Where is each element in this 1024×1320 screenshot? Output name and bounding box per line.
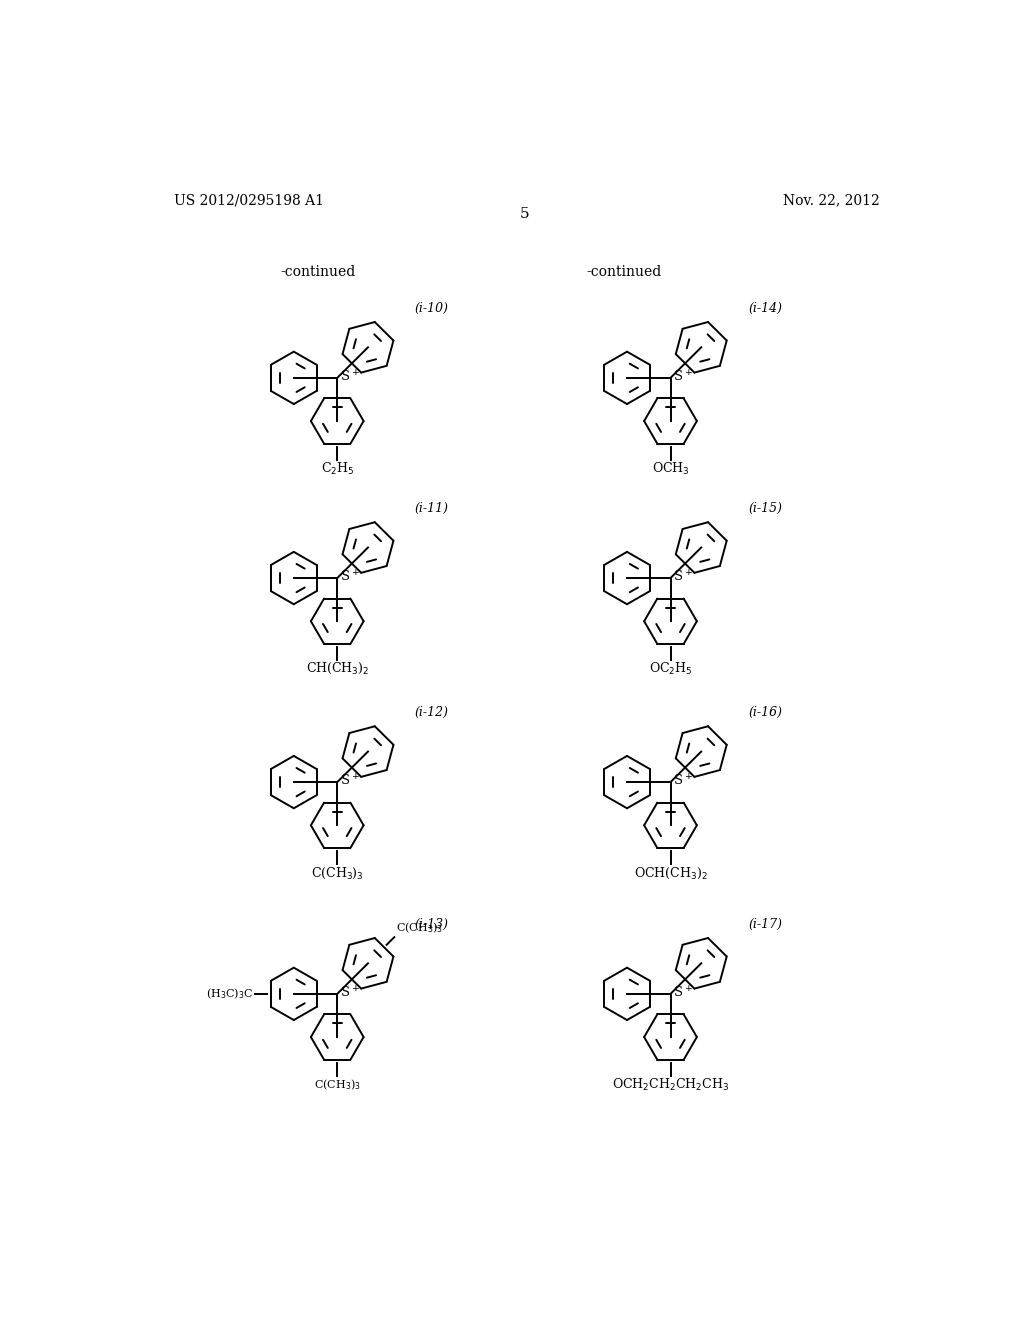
Text: S$^+$: S$^+$: [340, 774, 359, 789]
Text: OCH$_2$CH$_2$CH$_2$CH$_3$: OCH$_2$CH$_2$CH$_2$CH$_3$: [612, 1077, 729, 1093]
Text: C$_2$H$_5$: C$_2$H$_5$: [321, 461, 354, 478]
Text: (i-15): (i-15): [748, 502, 782, 515]
Text: C(CH$_3$)$_3$: C(CH$_3$)$_3$: [396, 920, 443, 935]
Text: Nov. 22, 2012: Nov. 22, 2012: [783, 194, 880, 207]
Text: (i-12): (i-12): [415, 706, 449, 719]
Text: CH(CH$_3$)$_2$: CH(CH$_3$)$_2$: [305, 661, 369, 676]
Text: (i-10): (i-10): [415, 302, 449, 315]
Text: S$^+$: S$^+$: [340, 370, 359, 384]
Text: S$^+$: S$^+$: [673, 570, 692, 585]
Text: S$^+$: S$^+$: [673, 986, 692, 1001]
Text: (i-14): (i-14): [748, 302, 782, 315]
Text: S$^+$: S$^+$: [340, 570, 359, 585]
Text: (H$_3$C)$_3$C: (H$_3$C)$_3$C: [206, 986, 254, 1001]
Text: US 2012/0295198 A1: US 2012/0295198 A1: [174, 194, 325, 207]
Text: OC$_2$H$_5$: OC$_2$H$_5$: [648, 661, 692, 677]
Text: C(CH$_3$)$_3$: C(CH$_3$)$_3$: [313, 1077, 360, 1092]
Text: C(CH$_3$)$_3$: C(CH$_3$)$_3$: [311, 866, 364, 880]
Text: OCH$_3$: OCH$_3$: [651, 461, 689, 478]
Text: -continued: -continued: [587, 265, 662, 280]
Text: OCH(CH$_3$)$_2$: OCH(CH$_3$)$_2$: [634, 866, 708, 880]
Text: 5: 5: [520, 207, 529, 220]
Text: -continued: -continued: [281, 265, 355, 280]
Text: (i-17): (i-17): [748, 917, 782, 931]
Text: S$^+$: S$^+$: [340, 986, 359, 1001]
Text: (i-13): (i-13): [415, 917, 449, 931]
Text: (i-11): (i-11): [415, 502, 449, 515]
Text: (i-16): (i-16): [748, 706, 782, 719]
Text: S$^+$: S$^+$: [673, 774, 692, 789]
Text: S$^+$: S$^+$: [673, 370, 692, 384]
